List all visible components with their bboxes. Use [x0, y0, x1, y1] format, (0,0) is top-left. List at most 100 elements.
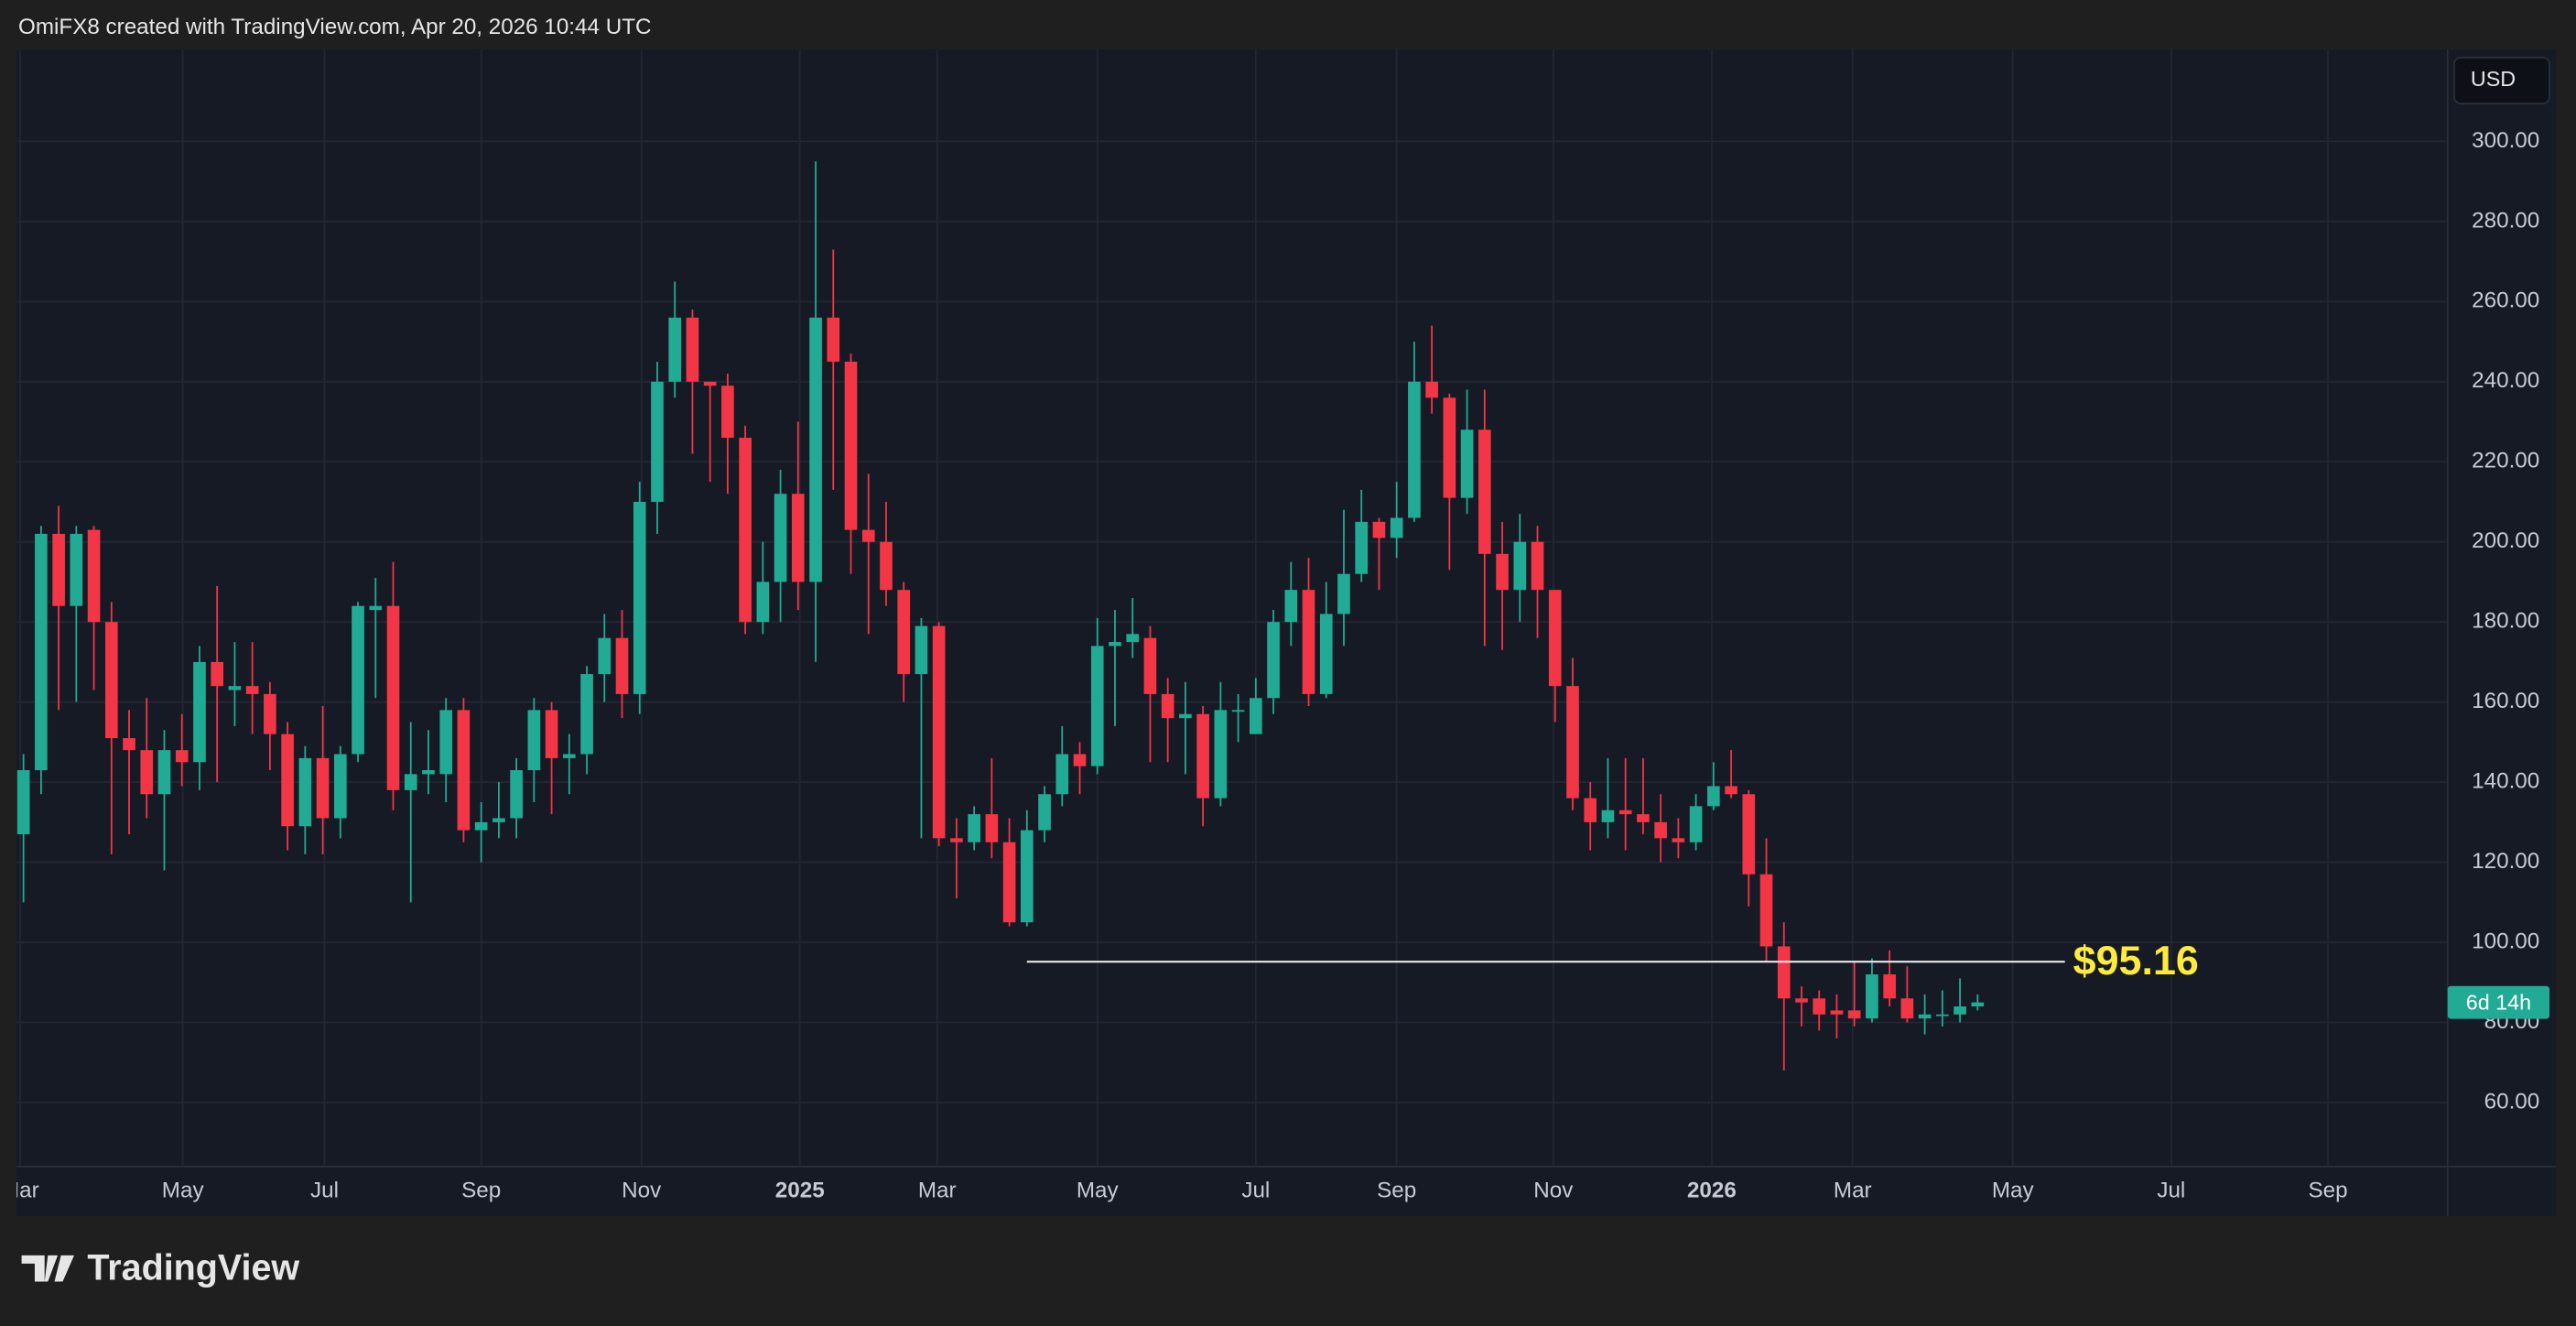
plot-area	[16, 161, 2065, 1071]
candle-body	[1443, 397, 1456, 498]
candle-body	[1355, 521, 1369, 574]
candle-body	[545, 710, 558, 758]
candle-body	[1548, 590, 1562, 687]
x-tick-label: Mar	[1, 1178, 39, 1202]
candle-body	[703, 381, 717, 386]
candle-body	[1002, 842, 1016, 923]
candle-body	[1284, 590, 1298, 623]
candle-body	[1866, 974, 1878, 1019]
candle-body	[1795, 998, 1808, 1003]
candle-body	[1250, 698, 1262, 734]
chart-panel	[16, 49, 2557, 1216]
candle-body	[1936, 1014, 1949, 1016]
countdown-label: 6d 14h	[2466, 991, 2531, 1015]
candle-body	[1390, 517, 1403, 538]
candle-body	[1179, 713, 1192, 719]
y-tick-label: 100.00	[2472, 929, 2539, 953]
candle-body	[157, 750, 171, 795]
candle-body	[1637, 814, 1650, 822]
candle-body	[1196, 713, 1209, 799]
candle-body	[316, 757, 330, 819]
currency-label[interactable]: USD	[2471, 67, 2516, 91]
axes: 60.0080.00100.00120.00140.00160.00180.00…	[1, 128, 2540, 1202]
candle-body	[1566, 686, 1579, 799]
candle-body	[1601, 810, 1615, 822]
candle-body	[87, 529, 101, 623]
x-tick-label: Jul	[310, 1178, 339, 1202]
candle-body	[932, 625, 946, 839]
candle-body	[1672, 838, 1685, 842]
candle-body	[281, 734, 294, 827]
candle-body	[228, 686, 242, 690]
logo-text: TradingView	[87, 1247, 299, 1288]
x-tick-label: 2025	[775, 1178, 825, 1202]
candle-body	[598, 637, 612, 675]
candle-body	[1408, 381, 1421, 518]
x-tick-label: May	[1077, 1178, 1120, 1202]
candle-body	[245, 686, 259, 694]
candle-body	[104, 622, 118, 739]
level-label: $95.16	[2073, 937, 2199, 984]
candle-body	[70, 533, 83, 606]
x-tick-label: Jul	[2157, 1178, 2185, 1202]
candle-body	[1954, 1006, 1966, 1015]
candle-body	[1618, 810, 1632, 815]
candle-body	[1689, 806, 1703, 842]
candle-body	[1707, 786, 1720, 807]
candle-body	[1161, 693, 1174, 719]
candle-body	[633, 502, 646, 694]
candle-body	[298, 757, 312, 827]
candle-body	[950, 838, 963, 842]
candle-body	[1038, 794, 1051, 831]
candle-body	[333, 754, 347, 819]
grid	[16, 49, 2448, 1167]
y-tick-label: 60.00	[2484, 1089, 2540, 1114]
candle-body	[915, 625, 928, 675]
y-tick-label: 300.00	[2472, 128, 2539, 153]
candle-body	[1109, 642, 1121, 647]
logo-icon	[21, 1255, 75, 1282]
candle-body	[1513, 541, 1527, 591]
candle-body	[861, 529, 875, 542]
x-tick-label: Sep	[461, 1178, 501, 1202]
tradingview-logo: TradingView	[21, 1247, 299, 1288]
y-tick-label: 200.00	[2472, 528, 2539, 553]
x-tick-label: May	[1992, 1178, 2035, 1202]
candle-body	[774, 494, 787, 582]
currency-button[interactable]	[2453, 56, 2550, 104]
candle-body	[985, 814, 999, 842]
candle-body	[1214, 710, 1228, 799]
candle-body	[1830, 1010, 1844, 1015]
candle-body	[1847, 1010, 1861, 1019]
candle-body	[1742, 794, 1756, 875]
last-price-tag	[2447, 985, 2550, 1019]
candle-body	[193, 661, 206, 763]
candle-body	[123, 738, 135, 751]
candle-body	[1302, 590, 1315, 694]
candle-body	[1460, 429, 1474, 498]
candle-body	[1055, 754, 1069, 795]
x-tick-label: Sep	[2308, 1178, 2347, 1202]
candle-body	[1126, 634, 1140, 643]
candle-body	[1725, 786, 1737, 795]
candle-body	[1073, 754, 1087, 766]
candle-body	[968, 814, 980, 842]
candle-body	[1319, 614, 1333, 694]
candle-body	[527, 710, 541, 771]
candle-body	[175, 750, 189, 763]
candle-body	[1478, 429, 1491, 554]
candle-body	[880, 541, 893, 591]
y-tick-label: 160.00	[2472, 689, 2539, 713]
y-tick-label: 140.00	[2472, 769, 2539, 794]
candle-body	[756, 581, 770, 623]
candle-body	[897, 590, 911, 675]
candle-body	[1143, 637, 1157, 694]
candle-body	[510, 770, 523, 819]
candle-body	[1813, 998, 1826, 1015]
candle-body	[1900, 998, 1914, 1019]
candle-body	[492, 818, 505, 822]
y-tick-label: 220.00	[2472, 449, 2539, 473]
candle-body	[615, 637, 629, 694]
candle-body	[791, 494, 805, 582]
